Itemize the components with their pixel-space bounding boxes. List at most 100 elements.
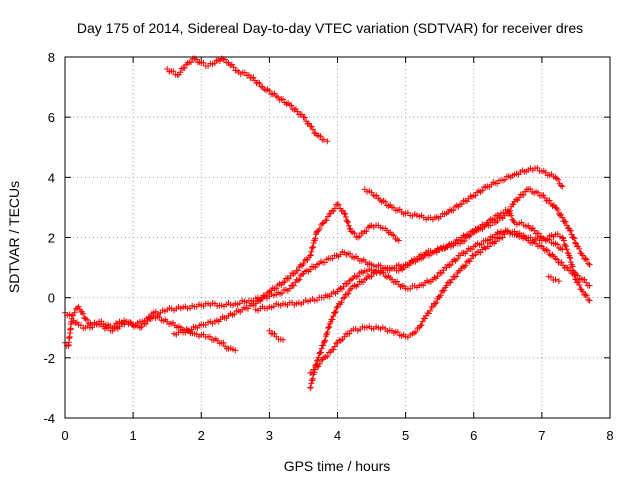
data-point — [331, 309, 338, 316]
data-point — [477, 249, 484, 256]
data-point — [314, 228, 321, 235]
data-point — [304, 257, 311, 264]
data-point — [516, 194, 523, 201]
data-point — [563, 246, 570, 253]
data-point — [220, 339, 227, 346]
data-point — [286, 285, 293, 292]
data-point — [300, 260, 307, 267]
data-point — [314, 357, 321, 364]
x-tick-label: 5 — [402, 428, 409, 443]
data-point — [567, 255, 574, 262]
data-point — [544, 247, 551, 254]
chart-title: Day 175 of 2014, Sidereal Day-to-day VTE… — [77, 20, 583, 36]
series-sat-i — [266, 273, 562, 343]
data-point — [80, 310, 87, 317]
data-point — [345, 222, 352, 229]
y-tick-label: -2 — [43, 351, 55, 366]
data-point — [200, 59, 207, 66]
data-point — [307, 252, 314, 259]
data-point — [427, 307, 434, 314]
data-point — [559, 214, 566, 221]
data-point — [571, 272, 578, 279]
data-point — [544, 236, 551, 243]
x-tick-label: 7 — [538, 428, 545, 443]
y-tick-label: 8 — [48, 50, 55, 65]
data-point — [332, 308, 339, 315]
data-point — [467, 231, 474, 238]
data-point — [309, 375, 316, 382]
data-point — [231, 311, 238, 318]
data-point — [281, 278, 288, 285]
data-point — [325, 325, 332, 332]
data-point — [412, 328, 419, 335]
data-point — [341, 294, 348, 301]
data-point — [322, 337, 329, 344]
data-point — [547, 252, 554, 259]
data-point — [338, 299, 345, 306]
data-point — [310, 239, 317, 246]
data-point — [320, 136, 327, 143]
data-point — [323, 217, 330, 224]
data-point — [451, 256, 458, 263]
data-point — [331, 343, 338, 350]
data-point — [555, 278, 562, 285]
data-point — [382, 198, 389, 205]
data-point — [540, 192, 547, 199]
data-point — [339, 295, 346, 302]
data-point — [395, 237, 402, 244]
data-point — [585, 296, 592, 303]
data-point — [331, 205, 338, 212]
data-point — [458, 200, 465, 207]
data-point — [434, 273, 441, 280]
data-point — [330, 313, 337, 320]
data-point — [258, 295, 265, 302]
data-point — [324, 353, 331, 360]
data-point — [75, 303, 82, 310]
x-tick-label: 6 — [470, 428, 477, 443]
data-point — [294, 277, 301, 284]
data-point — [459, 263, 466, 270]
data-point — [232, 347, 239, 354]
data-point — [554, 256, 561, 263]
data-point — [567, 259, 574, 266]
data-point — [138, 324, 145, 331]
data-point — [341, 333, 348, 340]
data-point — [583, 292, 590, 299]
series-sat-d — [171, 201, 402, 338]
data-point — [368, 273, 375, 280]
data-point — [558, 259, 565, 266]
data-point — [309, 126, 316, 133]
data-point — [448, 276, 455, 283]
data-point — [301, 114, 308, 121]
x-axis-label: GPS time / hours — [284, 458, 391, 474]
data-point — [307, 266, 314, 273]
data-point — [520, 191, 527, 198]
data-point — [472, 192, 479, 199]
data-point — [324, 213, 331, 220]
data-point — [309, 244, 316, 251]
series-sat-a — [164, 55, 331, 145]
data-point — [308, 123, 315, 130]
data-point — [563, 243, 570, 250]
data-point — [316, 225, 323, 232]
data-point — [116, 323, 123, 330]
y-tick-label: 2 — [48, 231, 55, 246]
data-point — [288, 102, 295, 109]
data-point — [329, 255, 336, 262]
data-point — [576, 245, 583, 252]
data-point — [583, 279, 590, 286]
data-point — [156, 314, 163, 321]
y-tick-label: 4 — [48, 170, 55, 185]
data-point — [559, 183, 566, 190]
data-point — [298, 111, 305, 118]
data-point — [299, 271, 306, 278]
data-point — [308, 248, 315, 255]
grid — [65, 57, 610, 418]
data-point — [294, 108, 301, 115]
data-point — [501, 176, 508, 183]
data-point — [558, 211, 565, 218]
data-point — [510, 217, 517, 224]
data-point — [508, 212, 515, 219]
data-point — [341, 210, 348, 217]
